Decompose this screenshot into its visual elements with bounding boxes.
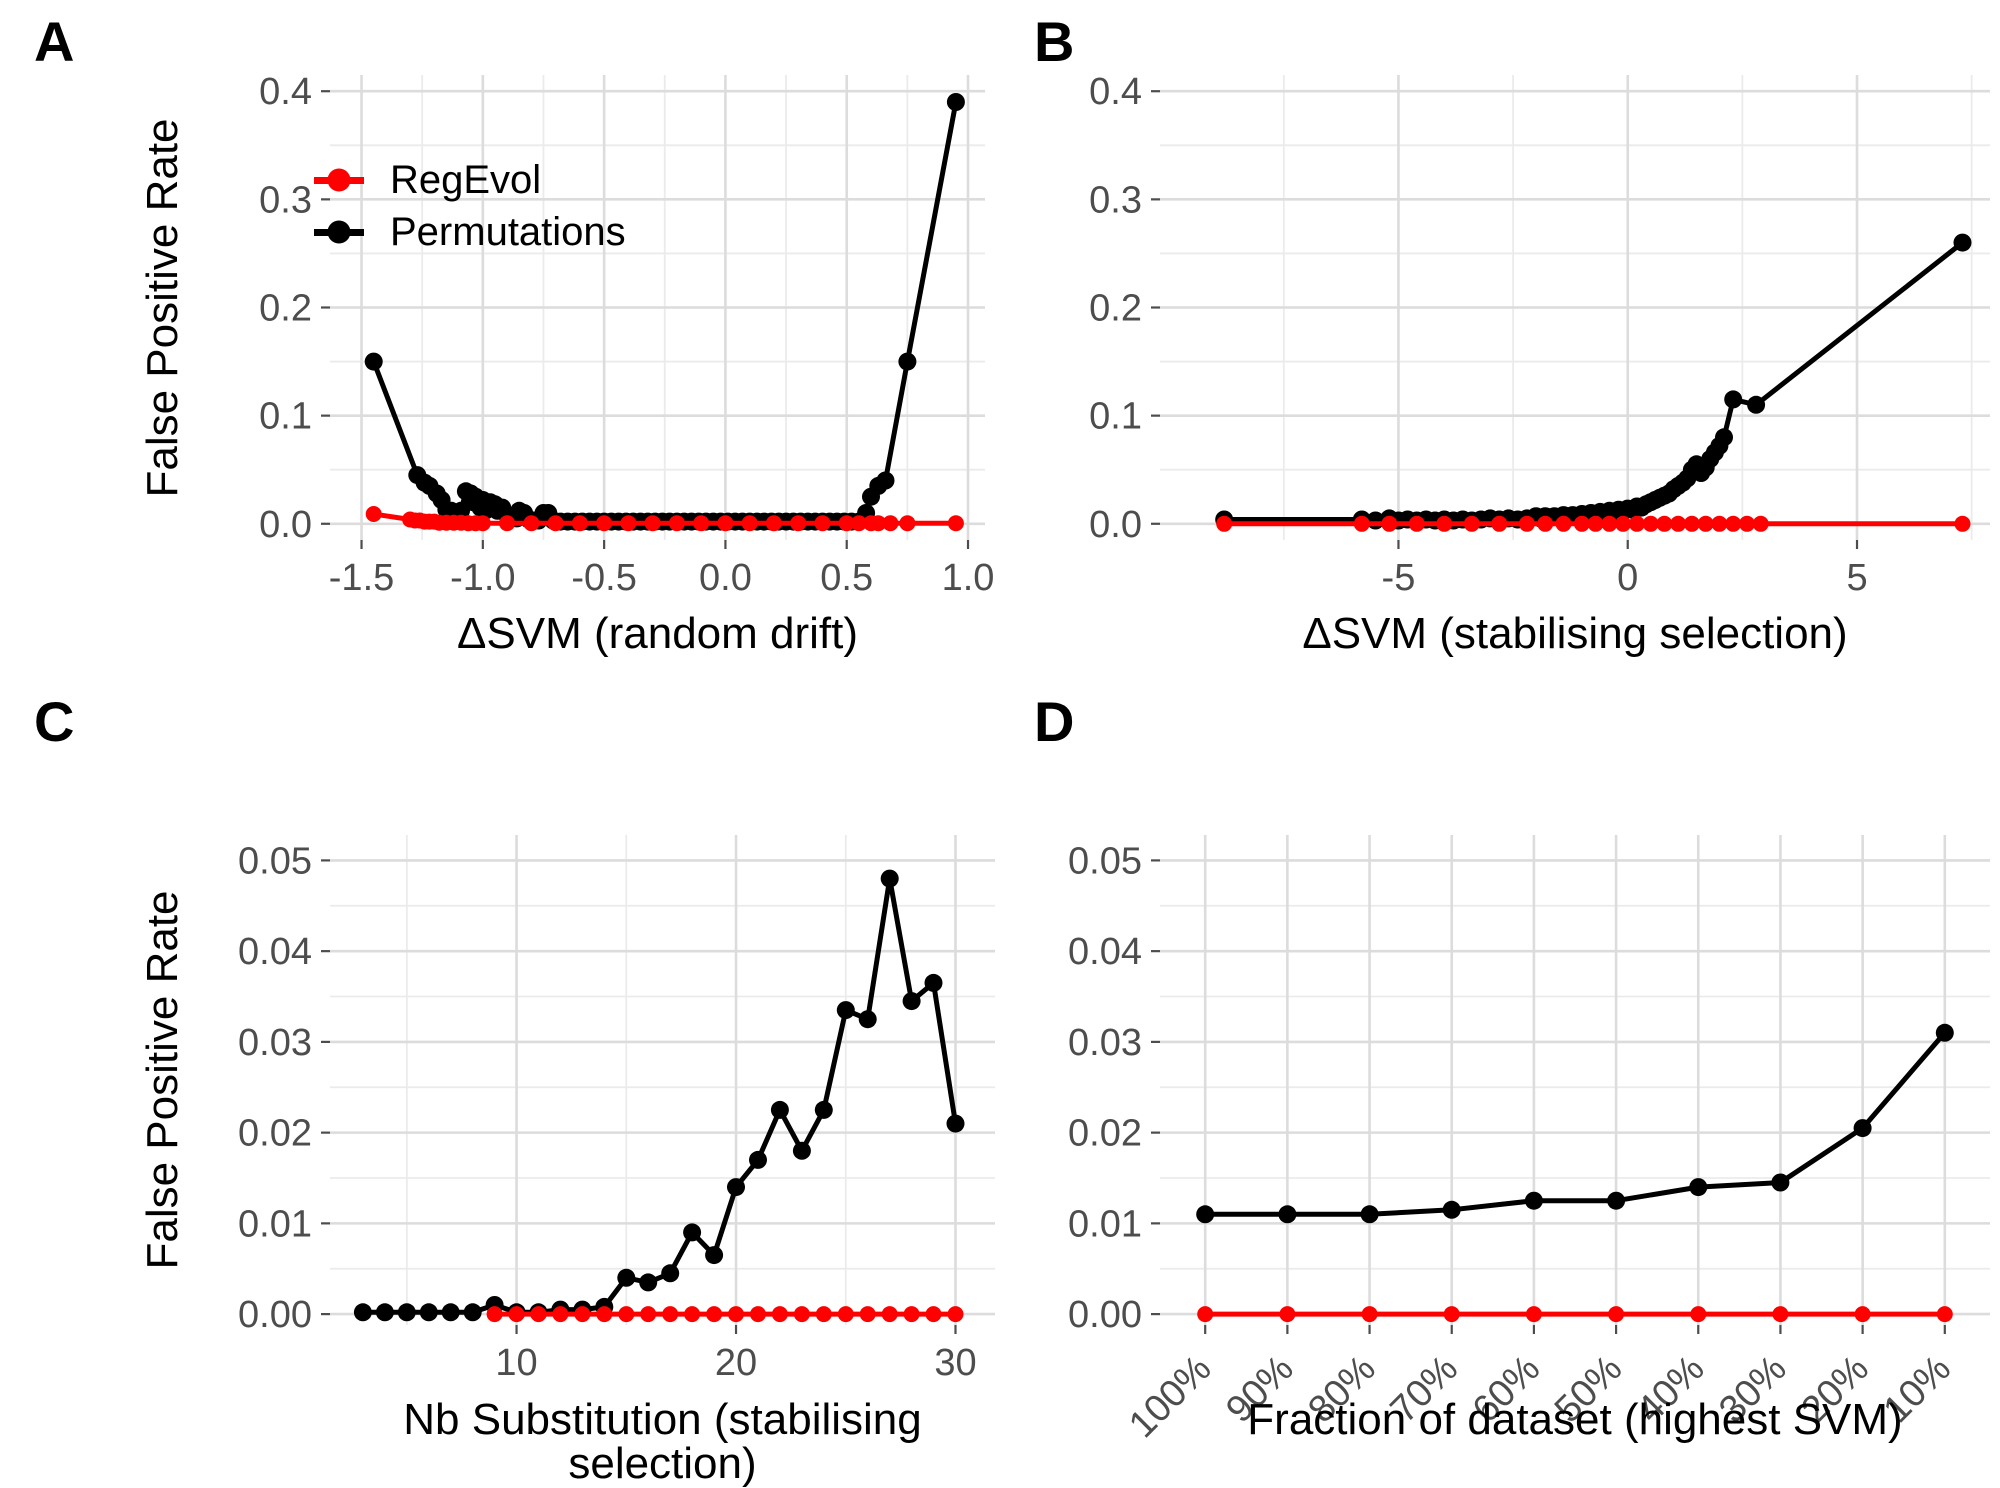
panel-b: 0.0 0.1 0.2 0.3 0.4 -5 0 5 B ΔSVM (stabilising … (1000, 0, 2000, 680)
svg-text:0.02: 0.02 (238, 1113, 312, 1155)
panel-d-chart: 0.000.010.020.030.040.05100%90%80%70%60%… (1068, 835, 1990, 1446)
svg-text:0.0: 0.0 (1089, 504, 1142, 546)
svg-text:0.1: 0.1 (259, 396, 312, 438)
legend-key-permutations-icon (314, 220, 364, 244)
panel-d-label: D (1034, 690, 1075, 753)
svg-text:0.0: 0.0 (699, 557, 752, 599)
svg-text:-1.0: -1.0 (450, 557, 515, 599)
panel-d-x-axis-title: Fraction of dataset (highest SVM) (1247, 1395, 1903, 1444)
panel-a-x-axis-title: ΔSVM (random drift) (456, 609, 859, 658)
panel-c-y-axis-title: False Positive Rate (138, 890, 187, 1270)
svg-text:0.1: 0.1 (1089, 396, 1142, 438)
svg-text:0.01: 0.01 (1068, 1203, 1142, 1245)
svg-text:0.03: 0.03 (238, 1022, 312, 1064)
svg-text:0.04: 0.04 (1068, 931, 1142, 973)
svg-text:0.5: 0.5 (820, 557, 873, 599)
svg-text:1.0: 1.0 (942, 557, 995, 599)
svg-text:0.4: 0.4 (259, 71, 312, 113)
svg-text:0.01: 0.01 (238, 1203, 312, 1245)
svg-text:-0.5: -0.5 (571, 557, 636, 599)
legend-entry-permutations: Permutations (314, 206, 626, 258)
svg-text:0.3: 0.3 (1089, 179, 1142, 221)
legend-key-regevol-icon (314, 168, 364, 192)
legend: RegEvol Permutations (314, 154, 626, 258)
panel-b-chart: 0.0 0.1 0.2 0.3 0.4 -5 0 5 (1089, 71, 1990, 599)
svg-text:0.00: 0.00 (238, 1294, 312, 1336)
panel-c: 0.00 0.01 0.02 0.03 0.04 0.05 10 20 30 C False P… (0, 680, 1000, 1486)
panel-b-x-axis-title: ΔSVM (stabilising selection) (1302, 609, 1848, 658)
svg-text:0.4: 0.4 (1089, 71, 1142, 113)
svg-text:0.0: 0.0 (259, 504, 312, 546)
panel-a-chart: 0.0 0.1 0.2 0.3 0.4 -1.5 -1.0 -0.5 0.0 0.5 1.0 (259, 71, 995, 599)
svg-text:5: 5 (1846, 557, 1867, 599)
panel-a-y-axis-title: False Positive Rate (138, 118, 187, 498)
panel-b-label: B (1034, 10, 1075, 73)
svg-text:0.00: 0.00 (1068, 1294, 1142, 1336)
svg-text:0.05: 0.05 (238, 840, 312, 882)
svg-text:0.3: 0.3 (259, 179, 312, 221)
panel-a-label: A (34, 10, 75, 73)
svg-text:0.04: 0.04 (238, 931, 312, 973)
svg-text:0.03: 0.03 (1068, 1022, 1142, 1064)
svg-text:-1.5: -1.5 (329, 557, 394, 599)
svg-text:0.05: 0.05 (1068, 840, 1142, 882)
svg-text:0.2: 0.2 (1089, 288, 1142, 330)
legend-label-regevol: RegEvol (390, 158, 542, 202)
panel-a: 0.0 0.1 0.2 0.3 0.4 -1.5 -1.0 -0.5 0.0 0.5 1.0 A F… (0, 0, 1000, 680)
panel-c-chart: 0.00 0.01 0.02 0.03 0.04 0.05 10 20 30 (238, 835, 995, 1384)
legend-label-permutations: Permutations (390, 210, 626, 254)
svg-text:30: 30 (934, 1342, 976, 1384)
legend-entry-regevol: RegEvol (314, 154, 626, 206)
svg-text:-5: -5 (1382, 557, 1416, 599)
svg-text:0.2: 0.2 (259, 288, 312, 330)
svg-text:10: 10 (495, 1342, 537, 1384)
panel-c-label: C (34, 690, 75, 753)
svg-text:0: 0 (1617, 557, 1638, 599)
panel-d: 0.00 0.01 0.02 0.03 0.04 0.05 100% 90% 80% 70% 60%… (1000, 680, 2000, 1473)
svg-text:20: 20 (715, 1342, 757, 1384)
svg-text:0.02: 0.02 (1068, 1113, 1142, 1155)
